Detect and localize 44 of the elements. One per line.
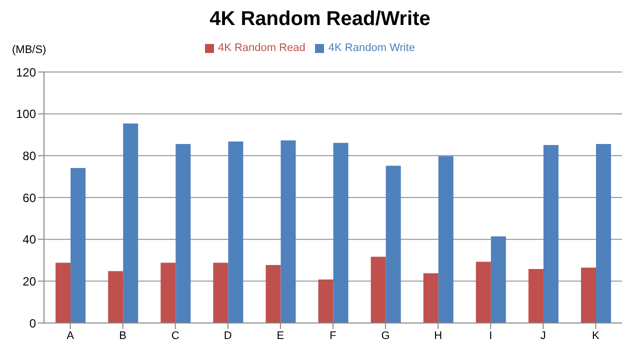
bar xyxy=(160,262,176,323)
x-tick-label: B xyxy=(119,330,126,342)
bar xyxy=(108,271,124,323)
x-tick-label: I xyxy=(489,330,492,342)
x-tick-label: C xyxy=(171,330,180,342)
bar xyxy=(70,168,86,323)
legend-label: 4K Random Read xyxy=(218,42,306,54)
bar xyxy=(333,142,348,323)
bar xyxy=(280,140,296,323)
bar xyxy=(370,256,386,323)
bar xyxy=(543,145,558,323)
x-tick-label: G xyxy=(381,330,390,342)
legend-label: 4K Random Write xyxy=(328,42,416,54)
x-tick-label: E xyxy=(276,330,284,342)
bar xyxy=(266,265,281,323)
x-tick-label: J xyxy=(540,330,546,342)
y-tick-label: 100 xyxy=(16,107,36,122)
bar xyxy=(176,144,191,323)
bar xyxy=(490,236,506,323)
y-tick-label: 60 xyxy=(22,190,36,205)
bar xyxy=(581,268,596,323)
bar xyxy=(438,156,454,323)
bar xyxy=(213,262,228,323)
bar xyxy=(476,262,491,323)
x-tick-label: A xyxy=(66,330,75,342)
bar xyxy=(386,166,401,323)
y-tick-label: 0 xyxy=(29,316,36,330)
chart-title: 4K Random Read/Write xyxy=(208,8,432,32)
x-tick-label: H xyxy=(434,330,442,342)
y-tick-label: 40 xyxy=(22,232,36,247)
bar xyxy=(228,141,244,323)
y-tick-label: 80 xyxy=(22,148,36,163)
bar xyxy=(423,273,438,323)
bar xyxy=(596,144,612,323)
bar xyxy=(318,279,334,323)
y-tick-label: 20 xyxy=(22,274,36,288)
x-tick-label: D xyxy=(224,330,232,342)
x-tick-label: K xyxy=(592,330,600,342)
bar xyxy=(528,269,544,323)
bar xyxy=(123,123,138,323)
bar xyxy=(56,262,71,323)
y-axis-title: (MB/S) xyxy=(12,44,46,56)
y-tick-label: 120 xyxy=(16,65,36,80)
x-tick-label: F xyxy=(330,330,337,342)
